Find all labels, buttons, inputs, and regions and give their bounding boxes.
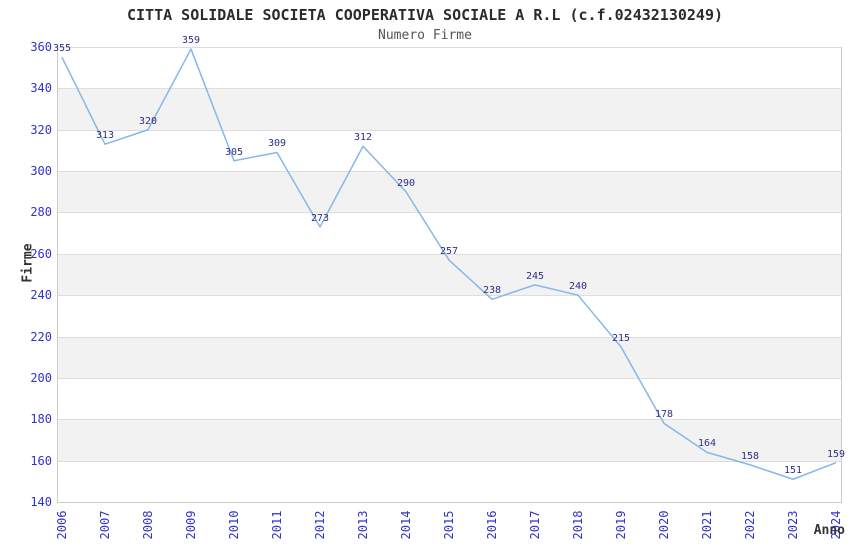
chart-title: CITTA SOLIDALE SOCIETA COOPERATIVA SOCIA… bbox=[126, 6, 724, 24]
data-point-label: 290 bbox=[396, 177, 416, 189]
gridline bbox=[57, 336, 841, 338]
data-point-label: 257 bbox=[439, 246, 459, 258]
data-point-label: 158 bbox=[740, 450, 760, 462]
y-tick-label: 280 bbox=[30, 205, 52, 220]
data-point-label: 151 bbox=[783, 465, 803, 477]
y-tick-label: 140 bbox=[30, 495, 52, 509]
data-point-label: 238 bbox=[482, 285, 502, 297]
gridline bbox=[57, 171, 841, 173]
data-point-label: 355 bbox=[52, 43, 72, 55]
data-point-label: 178 bbox=[654, 409, 674, 421]
gridline bbox=[57, 129, 841, 131]
y-tick-label: 340 bbox=[30, 81, 52, 96]
gridline bbox=[57, 460, 841, 462]
gridline bbox=[57, 47, 841, 48]
grid-band bbox=[57, 336, 841, 378]
data-point-label: 320 bbox=[138, 115, 158, 127]
y-tick-label: 300 bbox=[30, 164, 52, 179]
gridline bbox=[57, 88, 841, 90]
data-point-label: 305 bbox=[224, 146, 244, 158]
data-point-label: 309 bbox=[267, 138, 287, 150]
y-tick-label: 240 bbox=[30, 288, 52, 303]
data-point-label: 215 bbox=[611, 332, 631, 344]
data-point-label: 159 bbox=[826, 448, 846, 460]
y-tick-label: 220 bbox=[30, 329, 52, 344]
gridline bbox=[57, 253, 841, 255]
y-axis-line bbox=[57, 47, 58, 502]
data-point-label: 245 bbox=[525, 270, 545, 282]
y-tick-label: 320 bbox=[30, 122, 52, 137]
y-tick-label: 200 bbox=[30, 370, 52, 385]
data-point-label: 164 bbox=[697, 438, 717, 450]
grid-band bbox=[57, 171, 841, 213]
y-tick-label: 360 bbox=[30, 40, 52, 54]
y-tick-label: 180 bbox=[30, 412, 52, 427]
gridline bbox=[57, 377, 841, 379]
gridline bbox=[57, 295, 841, 297]
chart-subtitle: Numero Firme bbox=[378, 28, 472, 43]
grid-band bbox=[57, 88, 841, 130]
data-line bbox=[61, 48, 837, 480]
data-point-label: 313 bbox=[95, 130, 115, 142]
x-axis-line bbox=[57, 502, 842, 503]
gridline bbox=[57, 212, 841, 214]
data-point-label: 240 bbox=[568, 281, 588, 293]
data-point-label: 273 bbox=[310, 212, 330, 224]
data-point-label: 359 bbox=[181, 35, 201, 47]
x-axis-title: Anno bbox=[813, 523, 845, 538]
data-point-label: 312 bbox=[353, 132, 373, 144]
plot-right-border bbox=[841, 47, 842, 502]
y-tick-label: 160 bbox=[30, 453, 52, 468]
y-tick-label: 260 bbox=[30, 246, 52, 261]
gridline bbox=[57, 419, 841, 421]
